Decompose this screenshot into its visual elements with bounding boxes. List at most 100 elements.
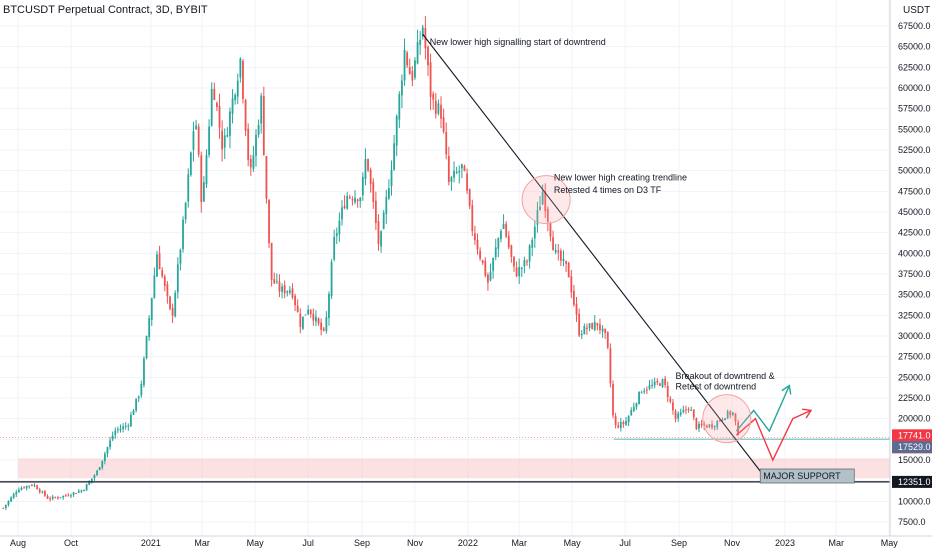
candle-up <box>195 119 197 131</box>
candle-body <box>421 27 424 37</box>
candle-up <box>281 283 283 299</box>
major-support-box[interactable] <box>759 468 855 484</box>
candle-down <box>367 158 369 172</box>
candle-up <box>601 325 604 338</box>
bearish-projection[interactable] <box>735 409 812 462</box>
x-tick-label: 2022 <box>458 538 478 548</box>
candle-body <box>440 104 442 119</box>
candle-down <box>687 407 690 413</box>
candle-body <box>570 276 573 293</box>
candle-body <box>460 164 463 169</box>
candle-body <box>249 158 252 168</box>
candle-body <box>320 322 323 330</box>
highlight-circle[interactable] <box>521 175 571 225</box>
x-tick-label: May <box>881 538 899 548</box>
candle-body <box>135 398 138 411</box>
candle-up <box>59 497 62 499</box>
candle-up <box>677 411 680 422</box>
support-price-tag[interactable]: 12351.0 <box>892 475 932 488</box>
candle-body <box>143 358 145 385</box>
candle-up <box>541 184 544 206</box>
candle-body <box>473 233 476 241</box>
candle-down <box>320 318 323 336</box>
downtrend-line[interactable] <box>422 33 769 482</box>
candle-body <box>573 290 575 305</box>
candle-body <box>544 191 547 212</box>
candle-body <box>309 309 312 314</box>
candle-up <box>492 257 495 279</box>
candle-body <box>67 495 70 497</box>
candle-down <box>695 417 698 431</box>
candle-up <box>724 417 726 421</box>
level-price-tag[interactable]: 17529.0 <box>892 441 932 454</box>
y-tick-label: 60000.0 <box>898 83 931 93</box>
candle-up <box>127 423 130 431</box>
candle-body <box>148 318 151 338</box>
time-axis-bg <box>0 536 932 550</box>
candle-body <box>666 385 669 398</box>
candle-body <box>88 481 91 485</box>
y-tick-label: 40000.0 <box>898 248 931 258</box>
candle-body <box>596 322 599 326</box>
candle-down <box>171 303 174 324</box>
candle-body <box>476 239 479 250</box>
candle-up <box>653 377 656 389</box>
candle-body <box>601 328 604 332</box>
candle-body <box>419 39 422 45</box>
candle-body <box>169 296 171 309</box>
candle-down <box>30 483 33 487</box>
bullish-projection[interactable] <box>735 385 790 433</box>
candle-up <box>338 212 341 242</box>
candle-body <box>333 236 336 260</box>
candle-down <box>471 199 474 237</box>
candle-up <box>382 210 385 230</box>
x-tick-label: Oct <box>64 538 79 548</box>
candle-up <box>460 163 463 179</box>
candle-body <box>685 409 687 411</box>
candle-body <box>328 293 330 319</box>
candle-down <box>356 198 359 208</box>
candle-down <box>64 493 67 497</box>
candle-up <box>132 408 135 415</box>
candle-body <box>466 173 468 191</box>
candle-body <box>630 410 633 416</box>
y-tick-label: 42500.0 <box>898 228 931 238</box>
candle-down <box>429 53 432 111</box>
candle-body <box>247 128 250 160</box>
y-tick-label: 15000.0 <box>898 455 931 465</box>
candle-body <box>205 155 208 185</box>
candle-body <box>614 416 617 426</box>
x-tick-label: Sep <box>671 538 687 548</box>
candle-body <box>30 485 33 487</box>
support-price-tag-text: 12351.0 <box>898 477 931 487</box>
candle-body <box>625 421 627 425</box>
candle-down <box>163 274 166 292</box>
candle-up <box>101 460 104 470</box>
candle-body <box>622 422 625 424</box>
candle-body <box>359 197 362 202</box>
candle-up <box>93 474 96 481</box>
candle-up <box>116 426 119 434</box>
candle-body <box>393 143 396 170</box>
candle-up <box>70 493 72 499</box>
candle-body <box>317 318 320 324</box>
candle-body <box>239 58 242 78</box>
candle-body <box>672 402 674 411</box>
candle-body <box>638 391 640 404</box>
candle-body <box>10 497 12 502</box>
candle-up <box>210 82 213 127</box>
candle-body <box>187 174 190 202</box>
candle-down <box>299 308 302 334</box>
candle-up <box>174 290 177 318</box>
candle-body <box>361 176 364 196</box>
highlight-circle[interactable] <box>702 394 752 444</box>
candle-up <box>453 161 455 183</box>
candle-down <box>296 299 299 313</box>
candle-down <box>46 494 49 500</box>
candle-down <box>372 178 375 209</box>
candle-body <box>526 261 528 263</box>
candle-down <box>473 225 476 245</box>
candle-up <box>288 286 291 295</box>
